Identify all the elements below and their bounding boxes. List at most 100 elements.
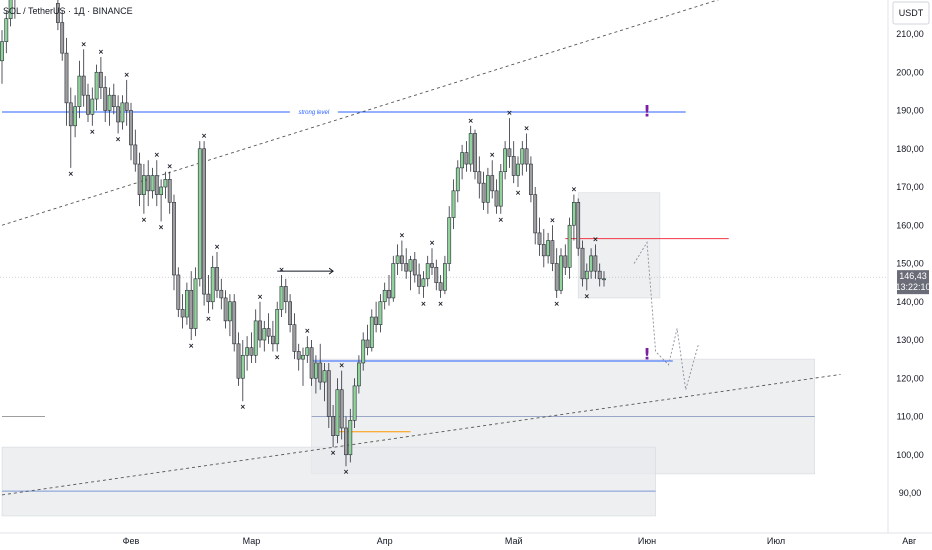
candle[interactable] (249, 332, 254, 363)
candle[interactable] (206, 274, 211, 314)
candle[interactable] (425, 255, 430, 287)
candle[interactable] (318, 343, 323, 390)
candle[interactable] (408, 255, 413, 291)
candle[interactable] (356, 355, 361, 394)
candle[interactable] (326, 362, 331, 428)
candle[interactable] (193, 267, 198, 337)
candle[interactable] (13, 0, 16, 19)
candle[interactable] (172, 194, 176, 291)
candle[interactable] (86, 83, 90, 122)
candle[interactable] (438, 274, 443, 298)
candle[interactable] (189, 271, 194, 340)
candle[interactable] (537, 217, 542, 256)
candle[interactable] (163, 171, 168, 199)
candle[interactable] (580, 240, 585, 287)
candle[interactable] (473, 129, 477, 180)
candle[interactable] (176, 267, 181, 318)
candle[interactable] (111, 83, 116, 115)
candle[interactable] (430, 248, 434, 275)
candle[interactable] (215, 252, 219, 298)
candle[interactable] (133, 129, 138, 172)
candle[interactable] (55, 0, 60, 31)
candle[interactable] (369, 309, 374, 352)
candle[interactable] (584, 263, 589, 291)
candle[interactable] (550, 225, 555, 272)
candle[interactable] (129, 102, 133, 161)
candle[interactable] (68, 87, 73, 168)
candle[interactable] (262, 320, 267, 352)
candle[interactable] (533, 187, 538, 245)
candle[interactable] (185, 282, 189, 325)
candle[interactable] (279, 274, 284, 318)
candle[interactable] (352, 378, 357, 428)
candle[interactable] (232, 294, 237, 352)
candle[interactable] (374, 301, 379, 333)
candle[interactable] (90, 87, 95, 126)
candle[interactable] (142, 164, 146, 214)
time-axis[interactable]: Фев Мар Апр Май Июн Июл Авг (123, 536, 917, 546)
candle[interactable] (253, 309, 258, 363)
candle[interactable] (507, 118, 512, 168)
candle[interactable] (146, 160, 151, 207)
candle[interactable] (283, 278, 288, 314)
candle[interactable] (107, 87, 112, 126)
candle[interactable] (524, 133, 529, 172)
candle[interactable] (498, 164, 503, 214)
candle[interactable] (348, 408, 353, 463)
candle[interactable] (395, 244, 400, 275)
candle[interactable] (288, 294, 293, 333)
candle[interactable] (464, 141, 469, 172)
candle[interactable] (313, 355, 318, 394)
candle[interactable] (245, 336, 250, 371)
candle[interactable] (322, 362, 327, 402)
candle[interactable] (159, 179, 164, 222)
candle[interactable] (167, 171, 172, 214)
candle[interactable] (589, 248, 594, 279)
candle[interactable] (382, 282, 387, 310)
candle[interactable] (202, 141, 207, 306)
candle[interactable] (567, 217, 572, 279)
candle[interactable] (485, 167, 490, 214)
candle[interactable] (292, 313, 297, 360)
candle[interactable] (528, 156, 533, 203)
candle[interactable] (520, 141, 525, 176)
candle[interactable] (602, 271, 606, 287)
candle[interactable] (344, 416, 348, 467)
candle[interactable] (240, 340, 245, 402)
candle[interactable] (421, 271, 426, 298)
candle[interactable] (387, 274, 391, 306)
candle[interactable] (593, 244, 598, 279)
candle[interactable] (154, 160, 159, 207)
candle[interactable] (468, 125, 473, 172)
candle[interactable] (236, 332, 241, 386)
candle[interactable] (434, 259, 439, 291)
candle[interactable] (481, 171, 486, 210)
candle[interactable] (361, 332, 366, 371)
candle[interactable] (412, 252, 417, 283)
candle[interactable] (546, 232, 551, 264)
candle[interactable] (120, 95, 125, 130)
candle[interactable] (365, 324, 370, 356)
candle[interactable] (150, 167, 155, 199)
candle[interactable] (73, 95, 78, 138)
candle[interactable] (219, 278, 224, 310)
candle[interactable] (378, 294, 383, 333)
candle[interactable] (305, 336, 310, 363)
candle[interactable] (417, 263, 422, 295)
candle[interactable] (309, 340, 314, 386)
candle[interactable] (399, 240, 404, 272)
candle[interactable] (460, 144, 465, 180)
candle[interactable] (477, 156, 482, 199)
candle[interactable] (0, 30, 4, 84)
candle[interactable] (270, 320, 275, 352)
candle[interactable] (116, 95, 121, 134)
candle[interactable] (275, 301, 280, 352)
candle[interactable] (391, 255, 396, 302)
candle[interactable] (576, 198, 581, 256)
candle[interactable] (541, 229, 546, 268)
candle[interactable] (94, 64, 99, 111)
candle[interactable] (210, 255, 215, 310)
candle[interactable] (339, 370, 344, 440)
